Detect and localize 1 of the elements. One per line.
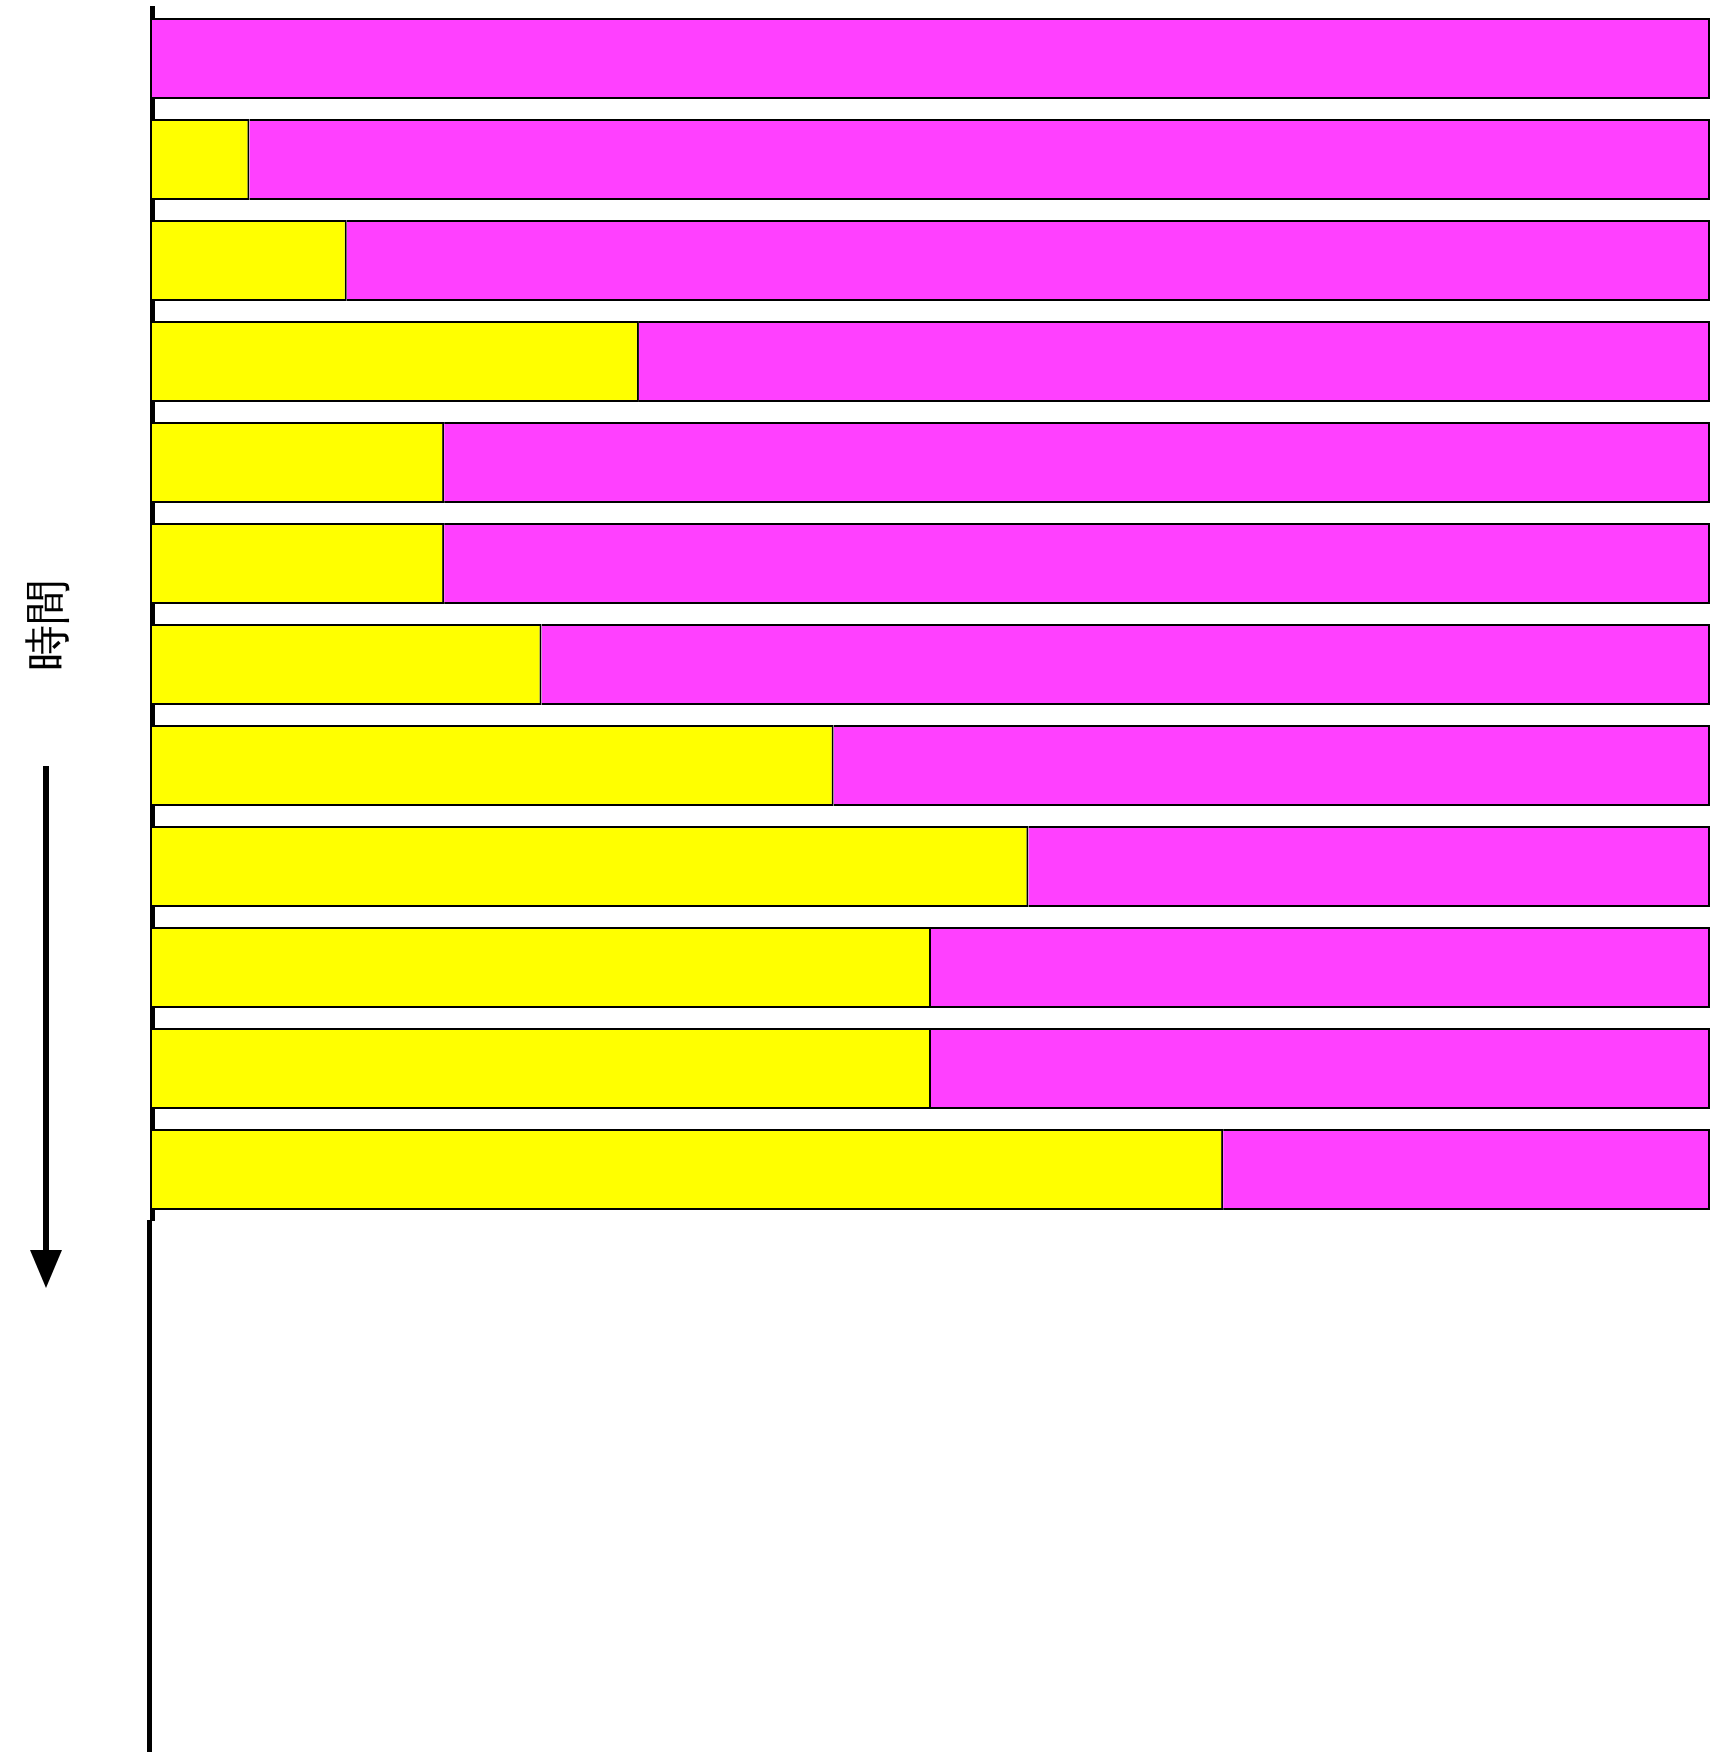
y-axis-title: 時間 [19,579,75,671]
